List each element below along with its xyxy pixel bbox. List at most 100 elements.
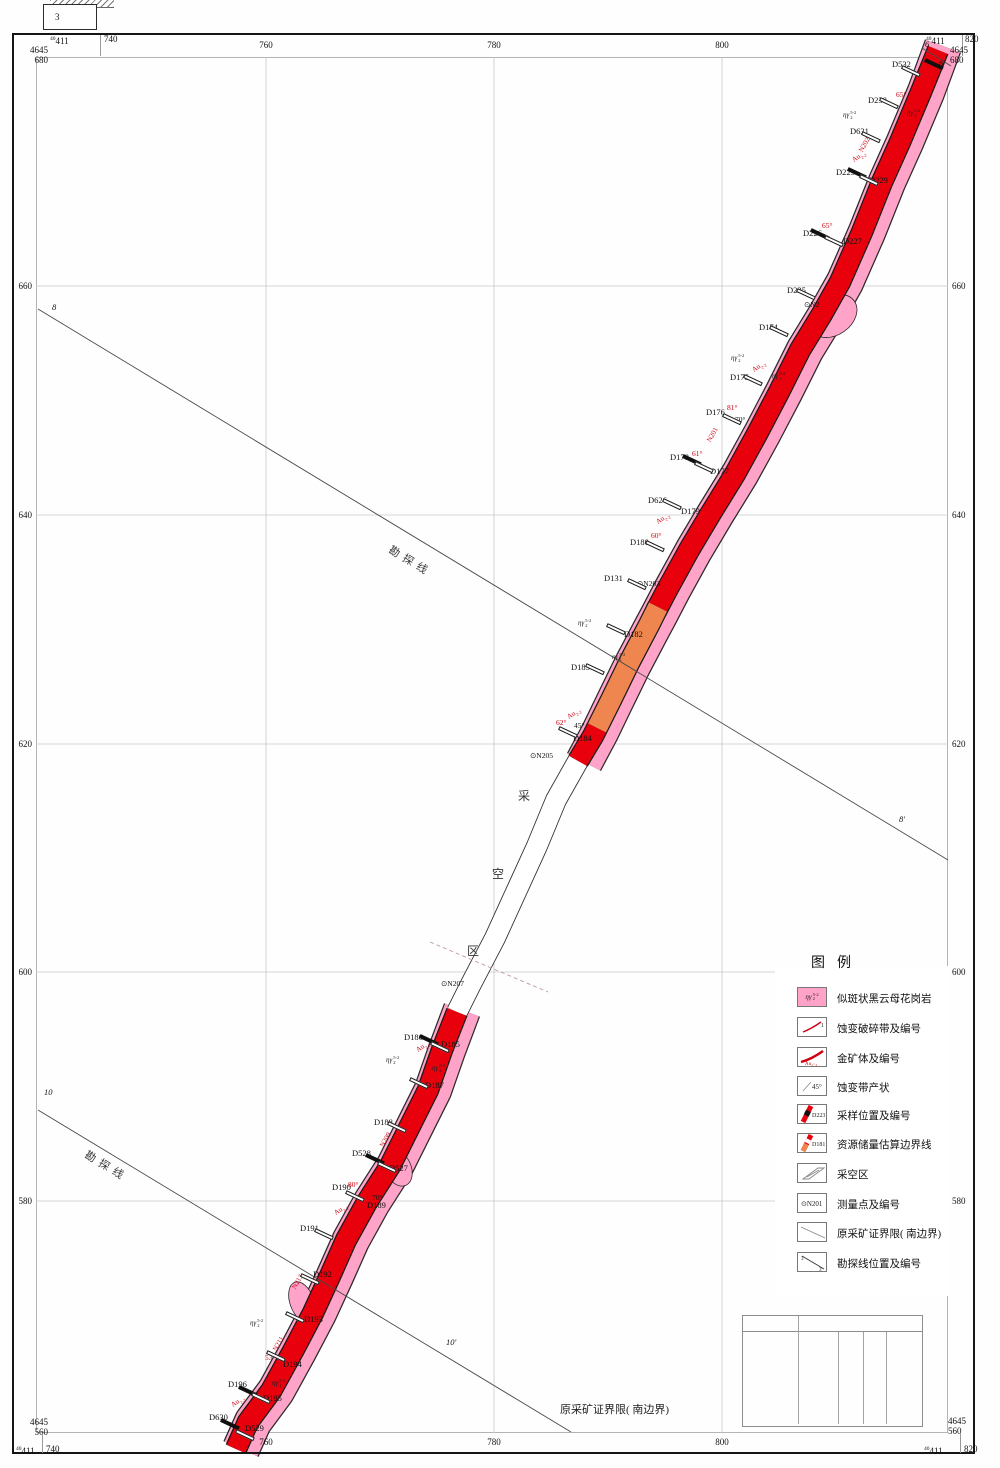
sample-label: D178 <box>670 452 689 462</box>
sample-label: D186 <box>404 1032 423 1042</box>
title-block-line <box>886 1332 887 1424</box>
corner-tick <box>962 35 963 56</box>
dip-angle-label: 45° <box>574 721 585 730</box>
sample-label: D528 <box>352 1148 371 1158</box>
grid-label: 660 <box>952 281 966 291</box>
sample-label: D229 <box>869 175 888 185</box>
sample-label: D189 <box>367 1200 386 1210</box>
corner-coord: 40411 <box>926 36 945 46</box>
grid-label: 600 <box>18 967 33 977</box>
grid-label: 800 <box>715 40 729 50</box>
grid-label: 800 <box>715 1437 729 1447</box>
sheet-index-number: 3 <box>55 12 60 22</box>
exploration-line-number: 8' <box>899 814 906 824</box>
survey-point-label: ⊙N207 <box>441 979 464 988</box>
title-block <box>742 1315 923 1427</box>
grid-label: 660 <box>18 281 33 291</box>
mining-boundary-text: 原采矿证界限( 南边界) <box>560 1404 670 1416</box>
legend-item-granite: ηγ 5-2 2 似斑状黑云母花岗岩 <box>775 987 948 1007</box>
sample-label: D227 <box>843 236 862 246</box>
legend-item-label: 原采矿证界限( 南边界) <box>837 1229 942 1240</box>
sample-label: D187 <box>425 1080 444 1090</box>
legend-item-label: 勘探线位置及编号 <box>837 1259 921 1270</box>
granite-symbol: ηγ 5-2 2 <box>250 1318 264 1328</box>
sample-label: D196 <box>228 1379 247 1389</box>
corner-coord: 740 <box>46 1444 60 1454</box>
legend-item-label: 采空区 <box>837 1170 869 1181</box>
granite-symbol: ηγ 5-2 2 <box>731 353 745 363</box>
sample-label: D230 <box>868 95 887 105</box>
exploration-line-number: 8 <box>52 302 57 312</box>
sample-label: D176 <box>706 407 725 417</box>
legend-item-label: 蚀变破碎带及编号 <box>837 1024 921 1035</box>
sample-label: D131 <box>604 573 623 583</box>
corner-tick <box>960 1434 961 1453</box>
sample-label: D177 <box>710 466 729 476</box>
grid-label: 640 <box>18 510 33 520</box>
title-block-line <box>743 1331 922 1332</box>
sample-label: D184 <box>573 733 592 743</box>
sample-label: D192 <box>313 1269 332 1279</box>
title-block-line <box>798 1316 799 1424</box>
dip-angle-label: 61° <box>692 449 703 458</box>
corner-coord: 4645 680 <box>950 45 968 65</box>
corner-coord: 820 <box>964 1444 978 1454</box>
mined-area-text: 区 <box>467 944 480 958</box>
dip-angle-label: 65° <box>822 221 833 230</box>
sample-label: D223 <box>836 167 855 177</box>
corner-coord: 40411 <box>50 36 69 46</box>
sample-label: D179 <box>681 506 700 516</box>
granite-symbol: ηγ 5-2 2 <box>907 108 921 118</box>
corner-tick <box>100 35 101 56</box>
dip-angle-label: 70° <box>735 415 746 424</box>
sample-label: D631 <box>850 126 869 136</box>
granite-symbol: ηγ 5-2 2 <box>843 110 857 120</box>
dip-angle-label: 60° <box>651 531 662 540</box>
granite-symbol: ηγ 5-2 2 <box>272 1378 286 1388</box>
sample-label: D529 <box>245 1423 264 1433</box>
exploration-line-number: 10 <box>44 1087 53 1097</box>
dip-angle-label: 53° <box>265 1353 276 1362</box>
sample-label: D191 <box>300 1223 319 1233</box>
sample-label: D194 <box>283 1359 302 1369</box>
corner-tick <box>42 1434 43 1453</box>
sample-label: D226 <box>803 228 822 238</box>
legend-item-label: 蚀变带产状 <box>837 1083 890 1094</box>
grid-label: 620 <box>952 739 966 749</box>
title-block-line <box>863 1332 864 1424</box>
corner-coord: 4645 560 <box>948 1416 966 1436</box>
granite-symbol: ηγ 5-2 2 <box>386 1055 400 1065</box>
grid-label: 580 <box>952 1196 966 1206</box>
sheet-index-box: 3 <box>43 4 97 30</box>
grid-label: 620 <box>18 739 33 749</box>
sample-label: D188 <box>374 1117 393 1127</box>
dip-angle-label: 70° <box>372 1193 383 1202</box>
map-outer-border <box>12 33 975 1454</box>
exploration-line-number: 10' <box>446 1337 457 1347</box>
grid-label: 580 <box>18 1196 33 1206</box>
corner-coord: 4645 680 <box>30 45 48 65</box>
granite-swatch-icon: ηγ 5-2 2 <box>797 987 827 1007</box>
sample-label: D195 <box>263 1393 282 1403</box>
legend-item-label: 采样位置及编号 <box>837 1111 911 1122</box>
corner-coord: 40411 <box>16 1446 35 1456</box>
sample-label: D193 <box>304 1314 323 1324</box>
legend-item-label: 金矿体及编号 <box>837 1054 900 1065</box>
grid-label: 600 <box>952 967 966 977</box>
sample-label: D185 <box>441 1039 460 1049</box>
sample-label: D180 <box>630 537 649 547</box>
corner-coord: 4645 560 <box>30 1417 48 1437</box>
legend-item-label: 资源储量估算边界线 <box>837 1140 932 1151</box>
grid-label: 640 <box>952 510 966 520</box>
sample-label: D182 <box>624 629 643 639</box>
legend: 图例 ηγ 5-2 2 似斑状黑云母花岗岩 1 蚀变破碎带及编号 Au₂₋₂ 金矿体… <box>775 950 948 1296</box>
dip-angle-label: 81° <box>727 403 738 412</box>
corner-coord: 40411 <box>924 1446 943 1456</box>
sample-label: D630 <box>209 1412 228 1422</box>
sample-label: D175 <box>730 372 749 382</box>
survey-point-label: ⊙N203 <box>637 579 660 588</box>
sample-label: D183 <box>571 662 590 672</box>
grid-label: 780 <box>487 1437 501 1447</box>
granite-symbol: ηγ 5-2 2 <box>772 371 786 381</box>
